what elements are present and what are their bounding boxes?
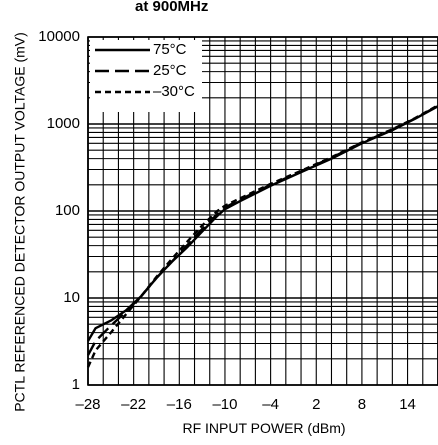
x-axis-label: RF INPUT POWER (dBm) xyxy=(182,420,345,436)
x-tick-label: –28 xyxy=(75,396,100,413)
y-tick-label: 1 xyxy=(72,376,80,393)
y-tick-label: 1000 xyxy=(47,115,80,132)
legend-label-1: 75°C xyxy=(153,41,187,58)
legend: 75°C 25°C –30°C xyxy=(90,40,202,112)
x-tick-label: –10 xyxy=(212,396,237,413)
chart-title: at 900MHz xyxy=(135,0,208,15)
series-line-3 xyxy=(86,104,438,368)
x-tick-label: –4 xyxy=(262,396,279,413)
legend-background xyxy=(90,40,202,112)
x-tick-label: 8 xyxy=(358,396,366,413)
x-tick-label: 14 xyxy=(399,396,416,413)
plot-frame xyxy=(87,36,438,386)
x-tick-labels: –28 –22 –16 –10 –4 2 8 14 xyxy=(75,396,415,413)
y-axis-label: PCTL REFERENCED DETECTOR OUTPUT VOLTAGE … xyxy=(12,32,28,412)
y-tick-label: 100 xyxy=(55,202,80,219)
x-tick-label: –16 xyxy=(167,396,192,413)
x-tick-label: –22 xyxy=(121,396,146,413)
data-curves xyxy=(86,104,438,368)
y-tick-label: 10 xyxy=(63,289,80,306)
legend-label-3: –30°C xyxy=(153,83,195,100)
y-tick-label: 10000 xyxy=(38,28,80,45)
legend-label-2: 25°C xyxy=(153,62,187,79)
y-tick-labels: 1 10 100 1000 10000 xyxy=(38,28,80,393)
x-tick-label: 2 xyxy=(312,396,320,413)
